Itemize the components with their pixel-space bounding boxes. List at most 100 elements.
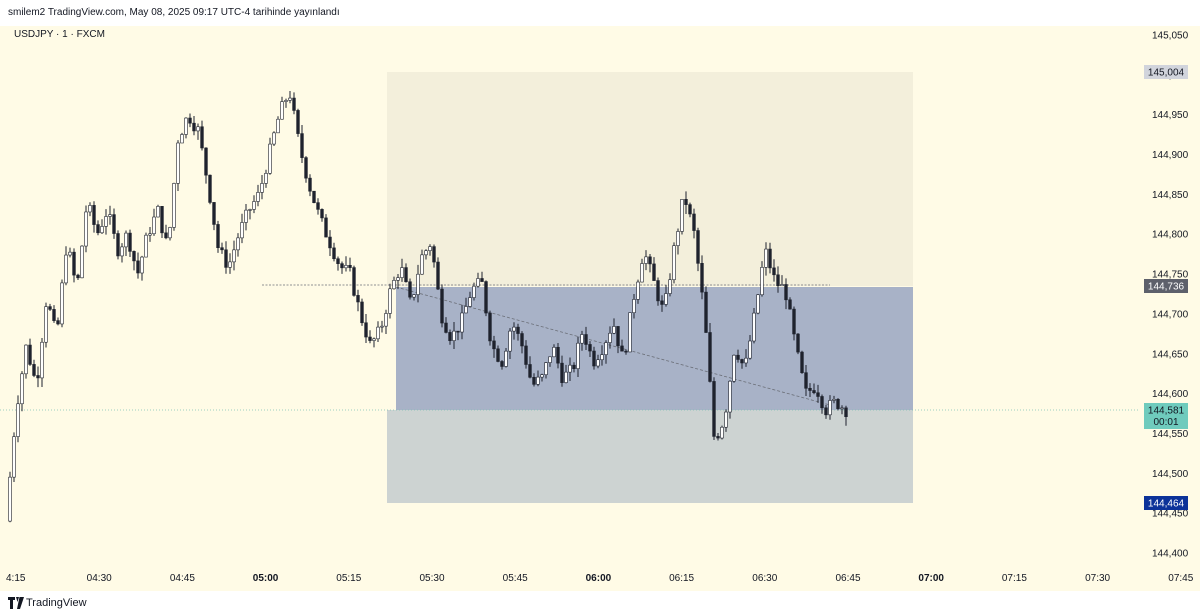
candle-body xyxy=(724,411,728,428)
stop-zone[interactable] xyxy=(387,410,913,503)
time-tick-label: 07:15 xyxy=(1002,573,1027,584)
candle-body xyxy=(528,364,532,378)
candle-body xyxy=(632,299,636,313)
candle-body xyxy=(568,364,572,373)
target-price-tag: 145,004 xyxy=(1144,65,1188,79)
candle-body xyxy=(708,332,712,382)
candle-body xyxy=(492,340,496,350)
time-tick-label: 4:15 xyxy=(6,573,26,584)
candle-body xyxy=(836,398,840,409)
candle-body xyxy=(336,258,340,264)
candle-body xyxy=(496,348,500,362)
candle-body xyxy=(204,147,208,176)
candle-body xyxy=(808,387,812,391)
time-tick-label: 06:45 xyxy=(835,573,860,584)
candle-body xyxy=(168,227,172,239)
candle-body xyxy=(700,263,704,293)
candle-body xyxy=(664,293,668,305)
candle-body xyxy=(52,309,56,321)
candle-body xyxy=(176,142,180,184)
time-tick-label: 05:30 xyxy=(419,573,444,584)
stop-price-tag: 144,464 xyxy=(1144,496,1188,510)
candle-body xyxy=(372,338,376,341)
candle-body xyxy=(536,376,540,385)
candle-body xyxy=(216,224,220,248)
candle-body xyxy=(280,101,284,120)
price-tick-label: 144,500 xyxy=(1152,469,1189,480)
candle-body xyxy=(640,263,644,283)
candle-body xyxy=(832,398,836,401)
candle-body xyxy=(604,342,608,355)
price-tick-label: 144,850 xyxy=(1152,190,1189,201)
time-tick-label: 07:45 xyxy=(1168,573,1193,584)
time-tick-label: 07:00 xyxy=(918,573,944,584)
candle-body xyxy=(464,306,468,314)
candle-body xyxy=(80,245,84,279)
candle-body xyxy=(472,285,476,298)
candle-body xyxy=(784,284,788,301)
candle-body xyxy=(748,340,752,359)
candle-body xyxy=(32,364,36,376)
candle-body xyxy=(448,332,452,341)
position-zone[interactable] xyxy=(396,287,913,410)
candle-body xyxy=(72,251,76,276)
candle-body xyxy=(196,126,200,132)
candle-body xyxy=(552,346,556,358)
candle-body xyxy=(60,282,64,325)
candle-body xyxy=(140,256,144,274)
candle-body xyxy=(88,205,92,213)
candle-body xyxy=(124,232,128,248)
candle-body xyxy=(284,100,288,102)
candle-body xyxy=(212,202,216,225)
candle-body xyxy=(360,301,364,324)
candle-body xyxy=(112,214,116,234)
candle-body xyxy=(424,250,428,256)
candle-body xyxy=(232,249,236,263)
candle-body xyxy=(804,372,808,389)
price-tick-label: 144,650 xyxy=(1152,349,1189,360)
candle-body xyxy=(504,350,508,367)
candle-body xyxy=(392,280,396,290)
candle-body xyxy=(76,274,80,279)
candle-body xyxy=(456,330,460,333)
candle-body xyxy=(576,342,580,369)
tradingview-logo-icon xyxy=(8,597,24,609)
candle-body xyxy=(380,325,384,328)
candle-body xyxy=(184,117,188,135)
candle-body xyxy=(532,376,536,385)
candle-body xyxy=(628,312,632,353)
entry-price-tag: 144,736 xyxy=(1144,279,1188,293)
candle-body xyxy=(172,183,176,228)
candle-body xyxy=(100,226,104,234)
candle-body xyxy=(344,265,348,269)
candle-body xyxy=(120,246,124,257)
time-tick-label: 07:30 xyxy=(1085,573,1110,584)
candle-body xyxy=(740,359,744,364)
price-tick-label: 144,550 xyxy=(1152,429,1189,440)
candle-body xyxy=(116,233,120,257)
candle-body xyxy=(108,214,112,217)
candle-body xyxy=(828,400,832,416)
candle-body xyxy=(188,117,192,124)
candle-body xyxy=(260,183,264,193)
candle-body xyxy=(616,326,620,347)
target-zone[interactable] xyxy=(387,72,913,286)
candle-body xyxy=(796,333,800,353)
chart-svg[interactable]: 145,050145,000144,950144,900144,850144,8… xyxy=(0,0,1200,591)
candle-body xyxy=(436,261,440,290)
candle-body xyxy=(368,336,372,341)
price-tick-label: 144,400 xyxy=(1152,549,1189,560)
price-tick-label: 144,700 xyxy=(1152,309,1189,320)
candle-body xyxy=(316,202,320,210)
symbol-label[interactable]: USDJPY · 1 · FXCM xyxy=(14,29,105,40)
candle-body xyxy=(28,344,32,365)
time-tick-label: 06:30 xyxy=(752,573,777,584)
candle-body xyxy=(476,278,480,287)
candle-body xyxy=(428,246,432,252)
candle-body xyxy=(292,97,296,111)
candle-body xyxy=(548,356,552,363)
current-timer-text: 00:01 xyxy=(1153,417,1178,428)
candle-body xyxy=(588,344,592,352)
candle-body xyxy=(96,224,100,234)
candle-body xyxy=(8,476,12,522)
